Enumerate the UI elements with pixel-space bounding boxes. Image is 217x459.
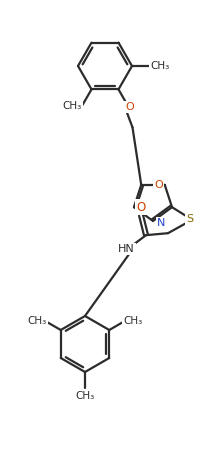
Text: CH₃: CH₃ [27, 316, 46, 326]
Text: N: N [157, 218, 165, 228]
Text: CH₃: CH₃ [150, 61, 170, 71]
Text: N: N [138, 200, 146, 210]
Text: S: S [186, 214, 194, 224]
Text: O: O [136, 201, 146, 214]
Text: O: O [154, 180, 163, 190]
Text: CH₃: CH₃ [63, 101, 82, 111]
Text: CH₃: CH₃ [75, 391, 95, 401]
Text: CH₃: CH₃ [123, 316, 143, 326]
Text: HN: HN [118, 244, 134, 254]
Text: O: O [125, 102, 134, 112]
